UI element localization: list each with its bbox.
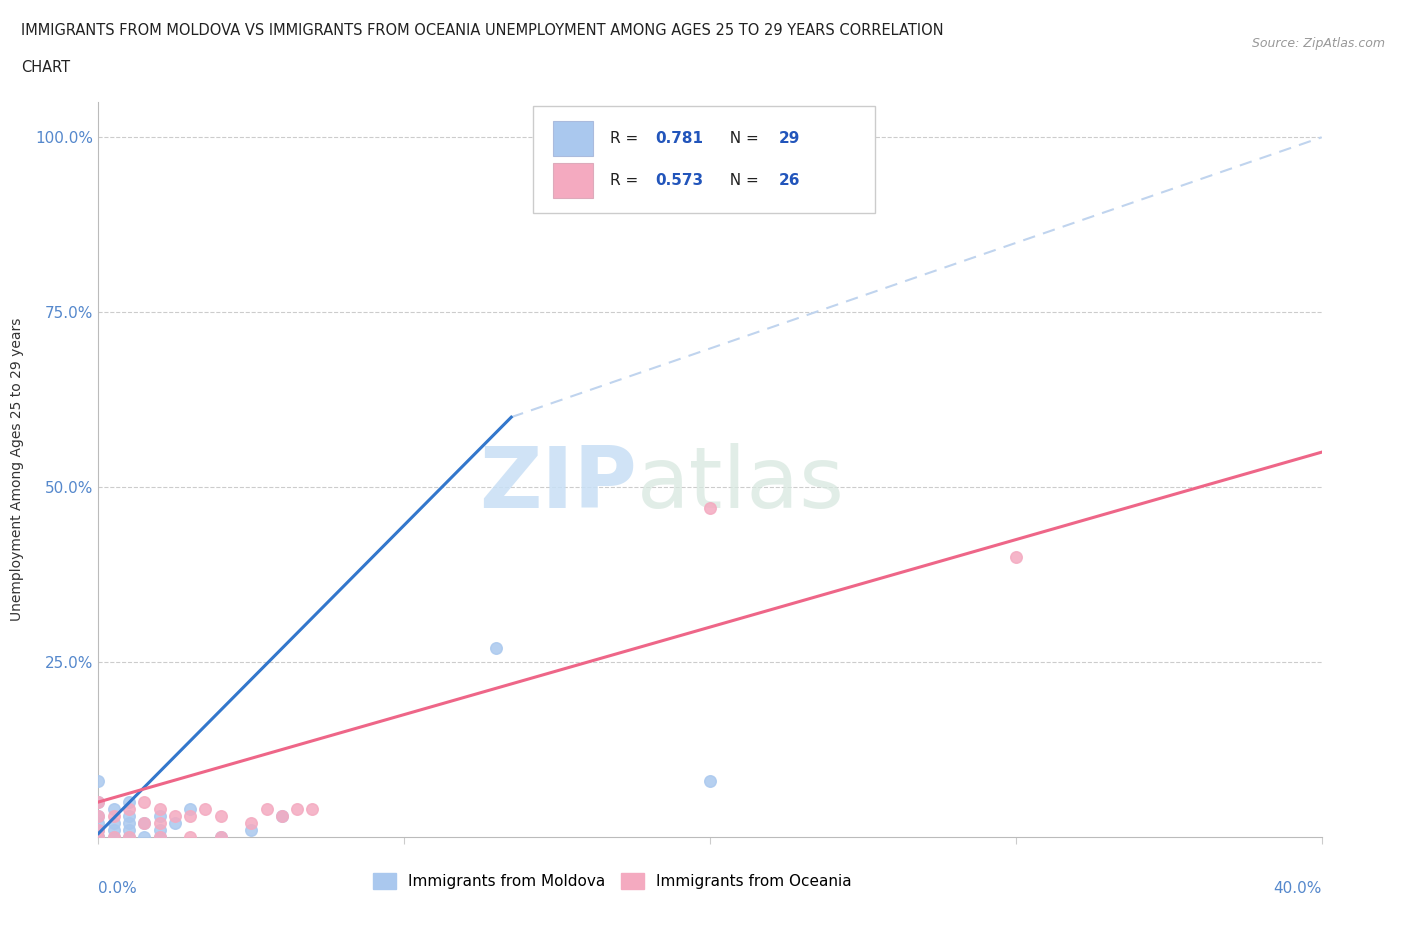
Point [87,794,110,809]
Point [134,830,156,844]
Point [179,802,201,817]
Text: CHART: CHART [21,60,70,75]
Point [149,822,172,837]
Point [699,774,721,789]
Text: atlas: atlas [637,443,845,525]
Point [149,802,172,817]
Point [209,808,232,823]
Point [103,816,125,830]
Point [285,802,308,817]
Point [87,808,110,823]
Point [163,808,186,823]
FancyBboxPatch shape [554,163,592,198]
Point [103,822,125,837]
Point [163,816,186,830]
Point [103,802,125,817]
Point [87,830,110,844]
Point [87,830,110,844]
Point [103,808,125,823]
Point [118,830,141,844]
Point [118,830,141,844]
Text: ZIP: ZIP [479,443,637,525]
Point [209,830,232,844]
Point [103,830,125,844]
Y-axis label: Unemployment Among Ages 25 to 29 years: Unemployment Among Ages 25 to 29 years [10,318,24,621]
FancyBboxPatch shape [533,106,875,213]
Point [240,822,263,837]
Text: R =: R = [610,131,643,146]
Point [209,830,232,844]
Text: 0.0%: 0.0% [98,881,138,897]
Point [87,794,110,809]
Text: 40.0%: 40.0% [1274,881,1322,897]
Point [699,500,721,515]
Point [179,808,201,823]
Point [87,830,110,844]
Text: 0.573: 0.573 [655,173,703,188]
Point [1004,550,1026,565]
Legend: Immigrants from Moldova, Immigrants from Oceania: Immigrants from Moldova, Immigrants from… [367,868,858,896]
Point [118,794,141,809]
Point [149,816,172,830]
Point [485,641,508,656]
Point [134,816,156,830]
Text: IMMIGRANTS FROM MOLDOVA VS IMMIGRANTS FROM OCEANIA UNEMPLOYMENT AMONG AGES 25 TO: IMMIGRANTS FROM MOLDOVA VS IMMIGRANTS FR… [21,23,943,38]
Point [87,774,110,789]
Point [149,830,172,844]
Point [134,816,156,830]
Point [103,830,125,844]
Point [87,830,110,844]
Text: R =: R = [610,173,643,188]
Point [134,794,156,809]
Point [118,822,141,837]
Text: N =: N = [720,173,763,188]
Point [118,802,141,817]
Point [240,816,263,830]
Text: 0.781: 0.781 [655,131,703,146]
Point [179,830,201,844]
Text: 26: 26 [779,173,800,188]
Point [87,816,110,830]
Text: N =: N = [720,131,763,146]
Point [270,808,292,823]
Point [87,822,110,837]
Point [270,808,292,823]
Text: 29: 29 [779,131,800,146]
FancyBboxPatch shape [554,121,592,156]
Point [87,822,110,837]
Point [149,808,172,823]
Point [256,802,278,817]
Point [87,808,110,823]
Point [118,816,141,830]
Text: Source: ZipAtlas.com: Source: ZipAtlas.com [1251,37,1385,50]
Point [118,808,141,823]
Point [149,830,172,844]
Point [194,802,217,817]
Point [301,802,323,817]
